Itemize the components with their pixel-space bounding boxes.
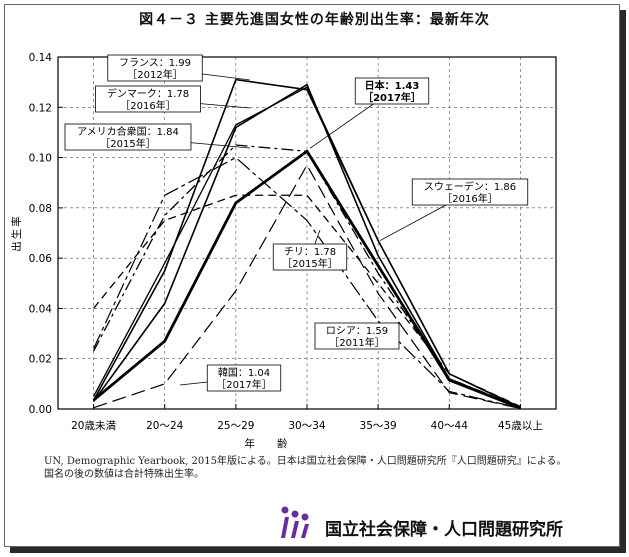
source-note-line-1: UN, Demographic Yearbook, 2015年版による。日本は国… xyxy=(44,456,567,467)
y-axis-label: 出生率 xyxy=(10,214,23,252)
annotation-year: ［2015年］ xyxy=(282,257,337,270)
annotation-year: ［2012年］ xyxy=(127,68,182,81)
annotation-box xyxy=(411,178,529,206)
annotation-label: アメリカ合衆国：1.84 xyxy=(77,125,179,138)
y-tick-label: 0.00 xyxy=(29,404,52,416)
source-note-line-2: 国名の後の数値は合計特殊出生率。 xyxy=(44,469,204,480)
x-tick-label: 40～44 xyxy=(431,420,469,432)
annotation-year: ［2016年］ xyxy=(120,99,175,112)
annotation-box xyxy=(206,364,282,392)
y-tick-label: 0.08 xyxy=(29,203,52,215)
institute-logo-icon xyxy=(281,506,309,538)
x-tick-label: 45歳以上 xyxy=(498,420,543,432)
annotation-box xyxy=(354,77,430,105)
y-tick-label: 0.02 xyxy=(29,354,52,366)
source-note: UN, Demographic Yearbook, 2015年版による。日本は国… xyxy=(44,455,566,481)
plot-area xyxy=(57,56,557,410)
x-tick-label: 20歳未満 xyxy=(71,420,116,432)
annotation-label: フランス：1.99 xyxy=(119,57,191,69)
annotation-box xyxy=(314,322,400,350)
x-tick-label: 35～39 xyxy=(360,420,397,432)
annotation-label: デンマーク：1.78 xyxy=(107,87,189,100)
annotation-year: ［2017年］ xyxy=(216,378,271,391)
x-tick-label: 20～24 xyxy=(146,420,184,432)
annotation-label: ロシア：1.59 xyxy=(326,326,388,337)
y-tick-label: 0.12 xyxy=(29,102,52,114)
annotation-box xyxy=(64,123,192,151)
x-tick-label: 30～34 xyxy=(288,420,326,432)
chart-title: 図４－３ 主要先進国女性の年齢別出生率：最新年次 xyxy=(139,12,490,28)
y-tick-label: 0.04 xyxy=(29,303,53,315)
annotation-year: ［2015年］ xyxy=(100,137,155,150)
annotation-box xyxy=(272,243,348,271)
annotation-year: ［2011年］ xyxy=(329,336,384,349)
annotation-label: スウェーデン：1.86 xyxy=(424,180,516,193)
annotation-year: ［2016年］ xyxy=(442,192,497,205)
annotation-box xyxy=(107,54,203,82)
annotation-box xyxy=(95,85,201,113)
annotation-label: 韓国：1.04 xyxy=(218,367,270,379)
annotation-year: ［2017年］ xyxy=(363,91,421,104)
x-tick-label: 25～29 xyxy=(217,420,254,432)
annotation-label: チリ：1.78 xyxy=(284,246,336,258)
institute-name: 国立社会保障・人口問題研究所 xyxy=(325,520,563,540)
y-tick-label: 0.06 xyxy=(29,253,53,265)
y-tick-label: 0.10 xyxy=(29,153,52,165)
y-tick-label: 0.14 xyxy=(29,52,53,64)
x-axis-label: 年齢 xyxy=(245,437,310,450)
annotation-label: 日本：1.43 xyxy=(365,79,420,92)
